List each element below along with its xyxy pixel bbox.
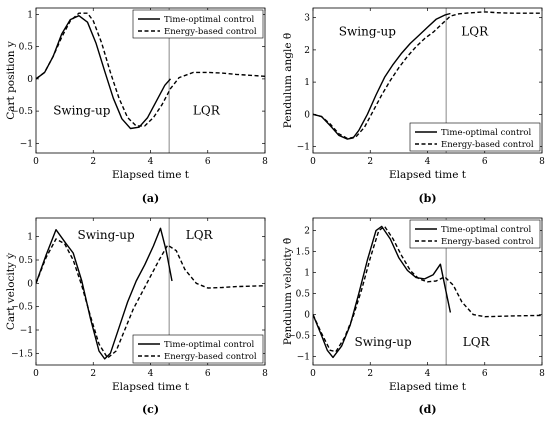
chart-panel-a: 0 2 4 6 8 −1 −0.5 0 0.5 1 Elapsed time t Cart posit…	[5, 7, 268, 205]
y-tick-label: 0	[27, 279, 33, 289]
plot-frame	[35, 7, 266, 154]
x-tick-label: 4	[425, 157, 431, 167]
x-tick-label: 4	[148, 369, 154, 379]
chart-panel-d: 0 2 4 6 8 −1 −0.5 0 0.5 1 1.5 2 Elapsed time t Pendul…	[281, 217, 545, 416]
region-label: Swing-up	[355, 335, 413, 349]
y-tick-label: −1	[20, 139, 33, 149]
y-tick-label: 0	[27, 75, 33, 85]
y-tick-label: 1.5	[296, 248, 311, 258]
legend-box	[409, 122, 541, 152]
region-label: LQR	[461, 24, 489, 38]
legend-entry: Time-optimal control	[441, 128, 532, 138]
y-axis-label: Cart velocity ẏ	[5, 253, 17, 330]
legend-entry: Time-optimal control	[164, 15, 255, 25]
x-tick-label: 0	[33, 369, 39, 379]
x-tick-label: 6	[482, 157, 488, 167]
y-tick-label: −0.5	[288, 332, 310, 342]
legend-box	[132, 334, 264, 364]
region-label: LQR	[193, 103, 221, 117]
x-tick-label: 8	[262, 369, 268, 379]
y-tick-label: −1	[20, 326, 33, 336]
legend-box	[132, 9, 264, 39]
y-tick-label: 1	[27, 10, 33, 20]
legend: Time-optimal control Energy-based control	[409, 219, 541, 249]
x-tick-label: 4	[425, 369, 431, 379]
legend-entry: Time-optimal control	[164, 340, 255, 350]
panel-caption: (d)	[418, 403, 436, 416]
y-tick-label: 0.5	[19, 256, 34, 266]
legend-entry: Energy-based control	[164, 27, 257, 37]
x-axis-label: Elapsed time t	[112, 381, 190, 393]
legend: Time-optimal control Energy-based control	[132, 9, 264, 39]
panel-caption: (c)	[142, 403, 159, 416]
x-tick-label: 0	[310, 369, 316, 379]
series-line-time-optimal	[313, 12, 451, 140]
plot-frame	[35, 217, 266, 366]
legend-box	[409, 219, 541, 249]
y-tick-label: −0.5	[11, 107, 33, 117]
x-tick-label: 0	[33, 157, 39, 167]
series-line-time-optimal	[36, 15, 172, 130]
y-tick-label: −1	[297, 353, 310, 363]
x-tick-label: 8	[262, 157, 268, 167]
x-tick-label: 6	[482, 369, 488, 379]
series-line-time-optimal	[313, 225, 452, 359]
region-label: LQR	[463, 335, 491, 349]
y-tick-label: −0.5	[11, 303, 33, 313]
x-tick-label: 0	[310, 157, 316, 167]
x-tick-label: 8	[539, 157, 545, 167]
x-tick-label: 2	[90, 157, 96, 167]
series-line-energy-based	[313, 11, 542, 140]
y-tick-label: 0.5	[19, 43, 34, 53]
y-tick-label: 3	[304, 14, 310, 24]
x-tick-label: 2	[90, 369, 96, 379]
series-line-energy-based	[36, 12, 265, 127]
chart-panel-c: 0 2 4 6 8 −1.5 −1 −0.5 0 0.5 1 Elapsed time t Cart v…	[5, 217, 268, 416]
legend: Time-optimal control Energy-based control	[409, 122, 541, 152]
legend-entry: Energy-based control	[441, 237, 534, 247]
y-tick-label: 0	[304, 110, 310, 120]
legend-entry: Energy-based control	[164, 352, 257, 362]
series-line-energy-based	[36, 238, 265, 359]
y-axis-label: Cart position y	[5, 41, 17, 120]
y-tick-label: 2	[304, 227, 310, 237]
y-tick-label: −1	[297, 143, 310, 153]
x-tick-label: 6	[205, 369, 211, 379]
y-axis-label: Pendulum angle θ	[282, 33, 294, 128]
y-tick-label: 1	[304, 78, 310, 88]
x-tick-label: 6	[205, 157, 211, 167]
y-tick-label: −1.5	[11, 349, 33, 359]
panel-caption: (b)	[418, 192, 436, 205]
series-line-time-optimal	[36, 227, 173, 360]
plot-frame	[312, 7, 543, 154]
y-tick-label: 1	[27, 233, 33, 243]
x-tick-label: 2	[367, 369, 373, 379]
region-label: Swing-up	[53, 103, 111, 117]
series-line-energy-based	[313, 225, 542, 353]
region-label: LQR	[186, 228, 214, 242]
plot-frame	[312, 217, 543, 366]
legend-entry: Energy-based control	[441, 140, 534, 150]
y-tick-label: 0.5	[296, 290, 311, 300]
region-label: Swing-up	[78, 228, 136, 242]
y-tick-label: 0	[304, 311, 310, 321]
x-tick-label: 8	[539, 369, 545, 379]
x-axis-label: Elapsed time t	[389, 169, 467, 181]
y-tick-label: 2	[304, 46, 310, 56]
x-axis-label: Elapsed time t	[389, 381, 467, 393]
region-label: Swing-up	[339, 24, 397, 38]
y-tick-label: 1	[304, 269, 310, 279]
y-axis-label: Pendulum velocity θ̇	[281, 238, 294, 345]
panel-caption: (a)	[142, 192, 160, 205]
legend-entry: Time-optimal control	[441, 225, 532, 235]
x-tick-label: 4	[148, 157, 154, 167]
legend: Time-optimal control Energy-based control	[132, 334, 264, 364]
x-tick-label: 2	[367, 157, 373, 167]
x-axis-label: Elapsed time t	[112, 169, 190, 181]
